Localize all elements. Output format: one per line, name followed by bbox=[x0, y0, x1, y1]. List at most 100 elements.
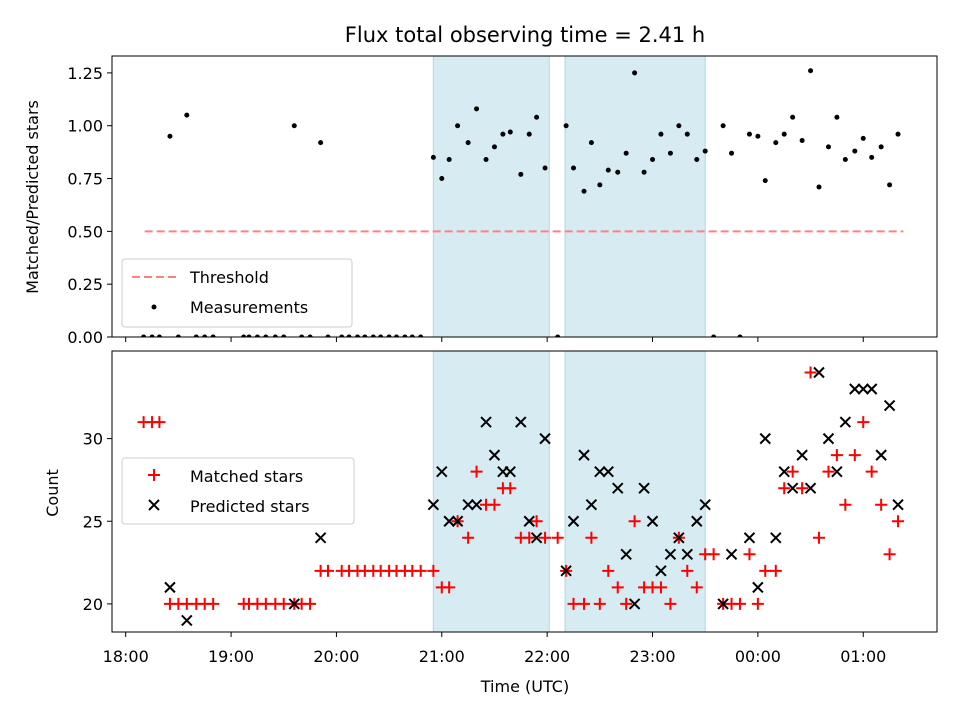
top-series-0-point-77 bbox=[834, 114, 840, 120]
bottom-series-1-point-44 bbox=[804, 482, 817, 494]
top-series-0-point-36 bbox=[474, 106, 480, 112]
bottom-series-0-point-57 bbox=[654, 581, 667, 594]
top-shaded-span-0 bbox=[432, 56, 550, 337]
top-series-0-point-42 bbox=[526, 131, 532, 137]
legend-measurements-label: Measurements bbox=[190, 298, 308, 317]
bottom-series-1-point-16 bbox=[530, 532, 543, 544]
bottom-series-0-point-66 bbox=[733, 597, 746, 610]
bottom-series-1-point-50 bbox=[857, 383, 869, 395]
top-series-0-point-20 bbox=[339, 334, 345, 337]
bottom-series-0-point-45 bbox=[551, 531, 564, 544]
bottom-series-1-point-29 bbox=[655, 565, 667, 577]
top-series-0-point-50 bbox=[597, 182, 603, 188]
bottom-series-1-point-23 bbox=[602, 465, 614, 478]
bottom-series-1-point-37 bbox=[743, 532, 756, 544]
bottom-series-1-point-32 bbox=[681, 548, 693, 561]
top-series-0-point-62 bbox=[702, 148, 708, 154]
bottom-series-1-point-26 bbox=[628, 598, 641, 610]
top-series-0-point-37 bbox=[483, 157, 489, 163]
top-series-0-point-3 bbox=[167, 133, 173, 139]
top-series-0-point-79 bbox=[852, 148, 858, 154]
top-series-0-point-46 bbox=[563, 123, 569, 129]
top-series-0-point-43 bbox=[534, 114, 540, 120]
top-series-0-point-64 bbox=[720, 123, 726, 129]
top-series-0-point-21 bbox=[346, 334, 352, 337]
top-series-0-point-51 bbox=[605, 167, 611, 173]
bottom-series-1-point-38 bbox=[752, 581, 764, 594]
top-series-0-point-81 bbox=[869, 154, 875, 160]
bottom-series-1-point-51 bbox=[865, 383, 878, 395]
top-series-0-point-30 bbox=[418, 334, 424, 337]
bottom-series-1-point-53 bbox=[883, 399, 896, 412]
top-series-0-point-23 bbox=[362, 334, 368, 337]
top-series-0-point-58 bbox=[667, 150, 673, 156]
bottom-ytick-label-0: 20 bbox=[83, 595, 103, 614]
bottom-series-0-point-48 bbox=[578, 597, 591, 610]
bottom-xtick-label-3: 21:00 bbox=[419, 647, 465, 666]
top-series-0-point-24 bbox=[370, 334, 376, 337]
bottom-series-0-point-19 bbox=[321, 564, 334, 577]
bottom-series-1-point-30 bbox=[664, 548, 677, 561]
bottom-series-0-point-67 bbox=[743, 548, 756, 561]
top-series-0-point-35 bbox=[465, 140, 471, 146]
top-series-0-point-41 bbox=[518, 171, 524, 177]
bottom-series-0-point-80 bbox=[857, 416, 870, 429]
top-series-0-point-27 bbox=[393, 334, 399, 337]
top-series-0-point-22 bbox=[354, 334, 360, 337]
bottom-series-1-point-4 bbox=[427, 499, 440, 511]
top-series-0-point-15 bbox=[291, 123, 297, 129]
top-series-0-point-0 bbox=[141, 334, 147, 337]
bottom-series-0-point-81 bbox=[865, 465, 878, 478]
bottom-xlabel: Time (UTC) bbox=[480, 677, 569, 696]
top-series-0-point-72 bbox=[790, 114, 796, 120]
bottom-series-1-point-17 bbox=[539, 432, 551, 445]
bottom-series-1-point-22 bbox=[594, 465, 606, 478]
bottom-series-0-point-17 bbox=[304, 597, 317, 610]
top-series-0-point-33 bbox=[446, 157, 452, 163]
top-legend-frame bbox=[121, 258, 353, 328]
bottom-series-0-point-60 bbox=[681, 564, 694, 577]
bottom-series-1-point-14 bbox=[515, 416, 527, 428]
bottom-series-0-point-47 bbox=[567, 597, 580, 610]
top-series-0-point-9 bbox=[241, 334, 247, 337]
top-series-0-point-31 bbox=[430, 154, 436, 160]
bottom-series-1-point-5 bbox=[436, 465, 448, 478]
bottom-shaded-span-1 bbox=[564, 351, 706, 632]
bottom-series-1-point-1 bbox=[181, 614, 193, 627]
bottom-series-0-point-31 bbox=[427, 564, 440, 577]
top-series-0-point-49 bbox=[588, 140, 594, 146]
top-series-0-point-76 bbox=[825, 144, 831, 150]
bottom-series-0-point-76 bbox=[822, 465, 835, 478]
bottom-series-1-point-6 bbox=[443, 515, 455, 527]
bottom-series-1-point-39 bbox=[759, 432, 771, 445]
bottom-series-1-point-3 bbox=[314, 532, 327, 544]
bottom-series-0-point-42 bbox=[523, 531, 536, 544]
top-series-0-point-66 bbox=[737, 334, 743, 337]
top-series-0-point-54 bbox=[632, 70, 638, 76]
top-plot-area bbox=[141, 56, 904, 337]
top-series-0-point-53 bbox=[623, 150, 629, 156]
top-series-0-point-84 bbox=[895, 131, 901, 137]
bottom-series-1-point-11 bbox=[488, 449, 501, 461]
bottom-series-1-point-54 bbox=[892, 499, 904, 511]
top-series-0-point-29 bbox=[409, 334, 415, 337]
bottom-series-1-point-8 bbox=[462, 499, 474, 511]
bottom-series-0-point-73 bbox=[796, 482, 809, 495]
top-series-0-point-74 bbox=[808, 68, 814, 74]
bottom-series-0-point-14 bbox=[277, 597, 290, 610]
bottom-series-0-point-77 bbox=[830, 449, 843, 462]
top-ytick-label-0: 0.00 bbox=[67, 328, 103, 347]
legend-threshold-label: Threshold bbox=[189, 268, 269, 287]
bottom-series-1-point-31 bbox=[673, 532, 685, 544]
bottom-xtick-label-4: 22:00 bbox=[524, 647, 570, 666]
top-series-0-point-60 bbox=[684, 131, 690, 137]
top-series-0-point-61 bbox=[694, 157, 700, 163]
bottom-series-1-point-19 bbox=[567, 515, 580, 527]
bottom-series-0-point-44 bbox=[539, 531, 552, 544]
bottom-series-0-point-8 bbox=[207, 597, 220, 610]
bottom-series-1-point-40 bbox=[770, 532, 782, 544]
top-ylabel: Matched/Predicted stars bbox=[23, 100, 42, 294]
bottom-axes: 20 25 30 18:00 19:00 20:00 21:00 22:00 23:00 00:0… bbox=[83, 350, 938, 666]
top-series-0-point-52 bbox=[615, 169, 621, 175]
